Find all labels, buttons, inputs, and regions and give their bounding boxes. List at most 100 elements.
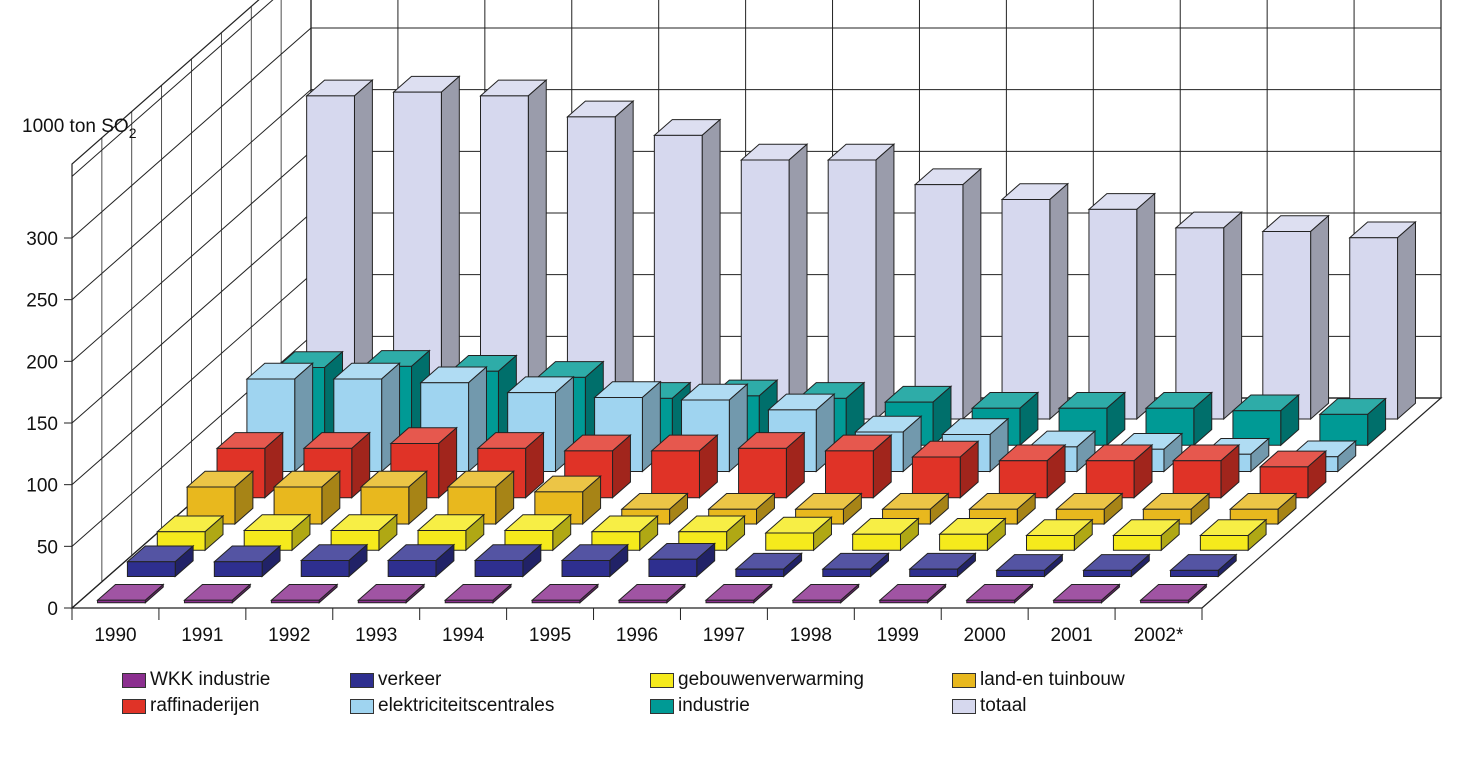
gridline-h xyxy=(71,27,1441,239)
bar-totaal-1995 xyxy=(739,143,809,421)
bar-verkeer-1990 xyxy=(126,544,195,578)
x-tick-label: 1998 xyxy=(790,625,832,646)
bar-raffinaderijen-1999 xyxy=(998,443,1067,499)
bar-verkeer-1992 xyxy=(299,543,369,578)
legend-swatch xyxy=(650,698,674,714)
bar-totaal-1991 xyxy=(392,75,461,421)
bar-gebouwenverwarming-2002 xyxy=(1199,518,1268,552)
bar-gebouwenverwarming-1994 xyxy=(503,513,573,552)
legend-label: raffinaderijen xyxy=(150,695,260,716)
bar-raffinaderijen-1997 xyxy=(824,434,893,499)
bar-gebouwenverwarming-1997 xyxy=(764,516,833,552)
bar-verkeer-2002 xyxy=(1169,553,1238,578)
bar-gebouwenverwarming-1999 xyxy=(938,517,1007,552)
legend-label: industrie xyxy=(678,695,750,716)
bar-wkk-industrie-1990 xyxy=(96,583,165,604)
bar-wkk-industrie-1999 xyxy=(878,583,947,604)
bar-raffinaderijen-2001 xyxy=(1171,443,1241,499)
x-tick-label: 2000 xyxy=(964,625,1006,646)
bar-chart-3d: 0 50 100 150 200 250 300 1990 1991 1992 1993 1994 19… xyxy=(22,0,1443,646)
x-tick-label: 1992 xyxy=(268,625,310,646)
legend-item: elektriciteitscentrales xyxy=(350,694,554,718)
bar-gebouwenverwarming-1991 xyxy=(242,513,312,552)
legend-label: totaal xyxy=(980,695,1027,716)
bar-wkk-industrie-1991 xyxy=(183,583,252,604)
legend-label: verkeer xyxy=(378,669,442,690)
legend-swatch xyxy=(122,672,146,688)
chart-labels: 0 50 100 150 200 250 300 1990 1991 1992 1993 1994 19… xyxy=(26,229,1184,646)
y-tick-label: 100 xyxy=(26,476,58,497)
x-tick-label: 1990 xyxy=(94,625,136,646)
bar-wkk-industrie-1998 xyxy=(791,583,860,604)
legend-item: land-en tuinbouw xyxy=(952,668,1125,692)
bar-wkk-industrie-1997 xyxy=(704,583,774,604)
bar-gebouwenverwarming-1998 xyxy=(851,517,920,552)
bar-land-en-tuinbouw-1997 xyxy=(794,492,863,526)
y-tick-label: 300 xyxy=(26,229,58,250)
x-tick-label: 1996 xyxy=(616,625,658,646)
legend-swatch xyxy=(952,698,976,714)
bar-verkeer-2001 xyxy=(1082,553,1151,578)
bar-wkk-industrie-1995 xyxy=(530,583,600,604)
legend-label: WKK industrie xyxy=(150,669,271,690)
gridline-h xyxy=(71,0,274,177)
y-tick-label: 0 xyxy=(47,599,58,620)
bar-land-en-tuinbouw-1998 xyxy=(881,492,950,526)
bar-verkeer-1999 xyxy=(908,552,977,578)
legend-swatch xyxy=(952,672,976,688)
bar-industrie-2001 xyxy=(1231,393,1300,447)
x-tick-label: 1995 xyxy=(529,625,571,646)
x-tick-label: 1999 xyxy=(877,625,919,646)
legend-item: gebouwenverwarming xyxy=(650,668,864,692)
x-tick-label: 2001 xyxy=(1050,625,1092,646)
bar-totaal-1990 xyxy=(305,79,374,421)
bar-raffinaderijen-1996 xyxy=(737,431,806,499)
bar-verkeer-1998 xyxy=(821,552,890,578)
legend-label: elektriciteitscentrales xyxy=(378,695,555,716)
bar-wkk-industrie-1993 xyxy=(356,583,426,604)
chart-axes xyxy=(64,237,1203,620)
bar-verkeer-2000 xyxy=(995,553,1064,578)
x-tick-label: 2002* xyxy=(1134,625,1184,646)
y-axis-label-subscript: 2 xyxy=(129,125,137,141)
legend-item: raffinaderijen xyxy=(122,694,260,718)
legend-swatch xyxy=(350,698,374,714)
legend-item: WKK industrie xyxy=(122,668,270,692)
bar-totaal-1996 xyxy=(826,143,896,421)
bar-verkeer-1991 xyxy=(213,544,282,578)
bar-totaal-1992 xyxy=(479,79,548,421)
y-tick-label: 250 xyxy=(26,291,58,312)
y-tick-label: 150 xyxy=(26,414,58,435)
bar-totaal-2000 xyxy=(1174,210,1243,421)
bar-wkk-industrie-1992 xyxy=(270,583,339,604)
legend-label: gebouwenverwarming xyxy=(678,669,864,690)
bar-wkk-industrie-2002 xyxy=(1139,583,1208,604)
y-axis-label: 1000 ton SO2 xyxy=(22,116,137,141)
bar-gebouwenverwarming-2000 xyxy=(1025,518,1094,552)
bar-industrie-2002 xyxy=(1318,397,1387,447)
bar-totaal-1998 xyxy=(1000,182,1070,421)
gridline-h xyxy=(71,89,1441,301)
legend-item: totaal xyxy=(952,694,1026,718)
legend-item: industrie xyxy=(650,694,750,718)
bar-gebouwenverwarming-2001 xyxy=(1112,518,1181,552)
legend-label: land-en tuinbouw xyxy=(980,669,1125,690)
x-tick-label: 1993 xyxy=(355,625,397,646)
legend-swatch xyxy=(122,698,146,714)
bar-raffinaderijen-2000 xyxy=(1084,443,1154,499)
bar-wkk-industrie-2001 xyxy=(1052,583,1121,604)
bar-raffinaderijen-2002 xyxy=(1258,450,1328,499)
bar-wkk-industrie-1994 xyxy=(443,583,513,604)
bar-totaal-1999 xyxy=(1087,192,1157,421)
x-tick-label: 1997 xyxy=(703,625,745,646)
bar-totaal-1993 xyxy=(566,99,635,421)
x-tick-label: 1994 xyxy=(442,625,485,646)
bar-verkeer-1997 xyxy=(734,552,803,578)
bar-totaal-1994 xyxy=(653,118,722,421)
legend-swatch xyxy=(350,672,374,688)
bar-raffinaderijen-1998 xyxy=(911,440,980,499)
bar-totaal-2002 xyxy=(1348,220,1417,421)
bar-gebouwenverwarming-1990 xyxy=(155,514,225,552)
bar-wkk-industrie-2000 xyxy=(965,583,1034,604)
bar-verkeer-1996 xyxy=(647,542,717,578)
